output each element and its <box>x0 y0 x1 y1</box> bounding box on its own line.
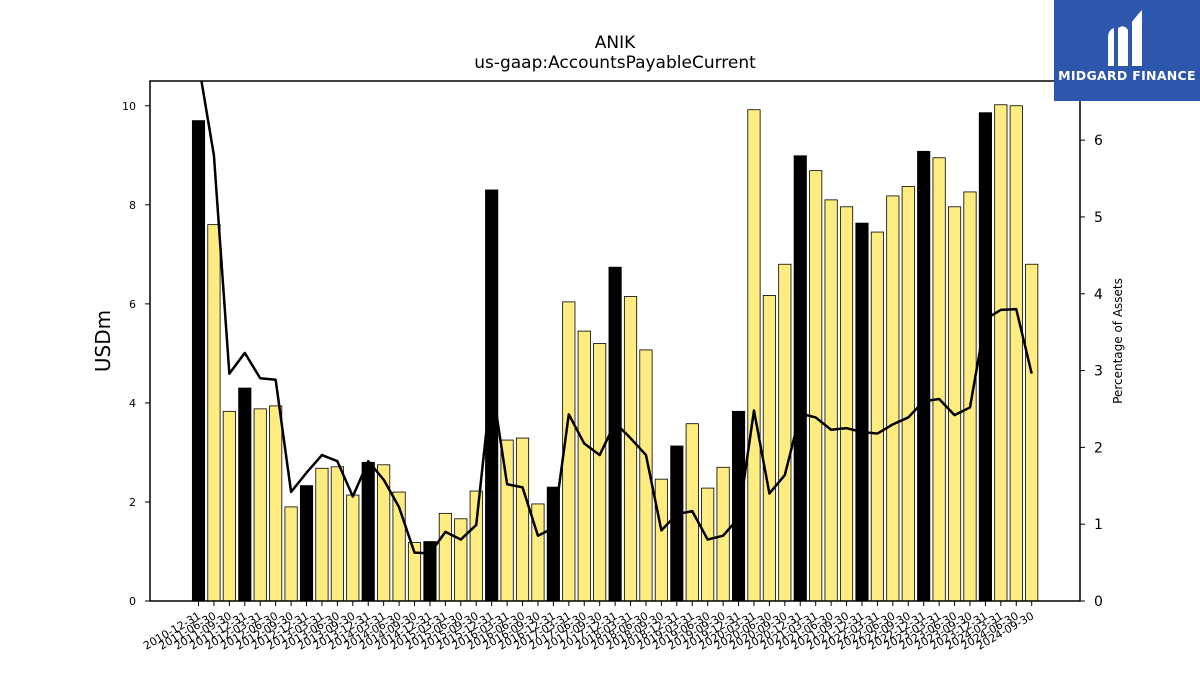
bar <box>222 410 236 602</box>
bar <box>1009 105 1023 602</box>
bar <box>238 387 252 602</box>
y2-tick-label: 5 <box>1094 210 1103 226</box>
bar <box>299 485 314 602</box>
bar <box>886 195 900 602</box>
bar <box>747 109 761 602</box>
bar <box>207 224 221 602</box>
y-tick-label: 4 <box>129 397 136 410</box>
chart-subtitle: us-gaap:AccountsPayableCurrent <box>474 53 756 73</box>
bar <box>593 343 607 602</box>
bar <box>932 157 946 602</box>
bar <box>947 206 962 602</box>
bar <box>670 445 684 602</box>
bar <box>284 506 298 602</box>
y2-axis-ticks: 0 1 2 3 4 5 6 <box>1080 133 1103 610</box>
y-tick-label: 6 <box>129 298 136 311</box>
y2-tick-label: 2 <box>1094 440 1103 456</box>
bar <box>839 206 854 602</box>
y-axis-label: USDm <box>91 310 115 372</box>
plot-frame <box>149 80 1081 602</box>
bar <box>824 199 838 602</box>
bar <box>870 231 884 602</box>
bar <box>623 296 638 602</box>
bar <box>500 439 514 602</box>
y2-axis-label: Percentage of Assets <box>1111 278 1125 404</box>
bar <box>423 541 437 602</box>
bar <box>654 478 668 602</box>
bar <box>963 191 977 602</box>
bar <box>1025 263 1039 602</box>
bar <box>269 405 283 602</box>
bar <box>515 437 530 602</box>
bar <box>330 466 344 602</box>
bar-group <box>191 104 1039 602</box>
bar <box>577 330 591 602</box>
chart-title: ANIK <box>595 33 636 53</box>
bar <box>994 104 1008 602</box>
y-tick-label: 2 <box>129 496 136 509</box>
y2-tick-label: 1 <box>1094 517 1103 533</box>
y2-tick-label: 3 <box>1094 364 1103 380</box>
y-axis-ticks: 0 2 4 6 8 10 <box>122 100 150 608</box>
bar <box>855 222 869 602</box>
percentage-line <box>200 81 1033 555</box>
bar <box>346 494 360 602</box>
bar <box>701 487 715 602</box>
bar <box>978 112 992 602</box>
bar <box>762 295 776 602</box>
bar <box>191 120 206 602</box>
bar <box>731 410 746 602</box>
bar <box>901 186 915 602</box>
bar <box>361 461 375 602</box>
bar <box>454 518 468 602</box>
logo-text: MIDGARD FINANCE <box>1058 68 1196 83</box>
y2-tick-label: 4 <box>1094 287 1103 303</box>
y-tick-label: 0 <box>129 595 136 608</box>
brand-logo: MIDGARD FINANCE <box>1054 0 1200 101</box>
bar <box>778 263 792 602</box>
x-axis-ticks: 2010-12-312011-06-302011-09-302011-12-31… <box>141 601 1036 653</box>
bar <box>253 408 267 602</box>
bar <box>809 170 823 602</box>
y2-tick-label: 0 <box>1094 594 1103 610</box>
line-group <box>200 81 1033 555</box>
bar <box>793 155 807 602</box>
bar <box>469 490 483 602</box>
y2-tick-label: 6 <box>1094 133 1103 149</box>
bar <box>315 467 329 602</box>
logo-mark-icon <box>1108 10 1142 66</box>
bar <box>438 512 452 602</box>
y-tick-label: 10 <box>122 100 136 113</box>
bar <box>485 189 499 602</box>
bar <box>917 150 931 602</box>
y-tick-label: 8 <box>129 199 136 212</box>
